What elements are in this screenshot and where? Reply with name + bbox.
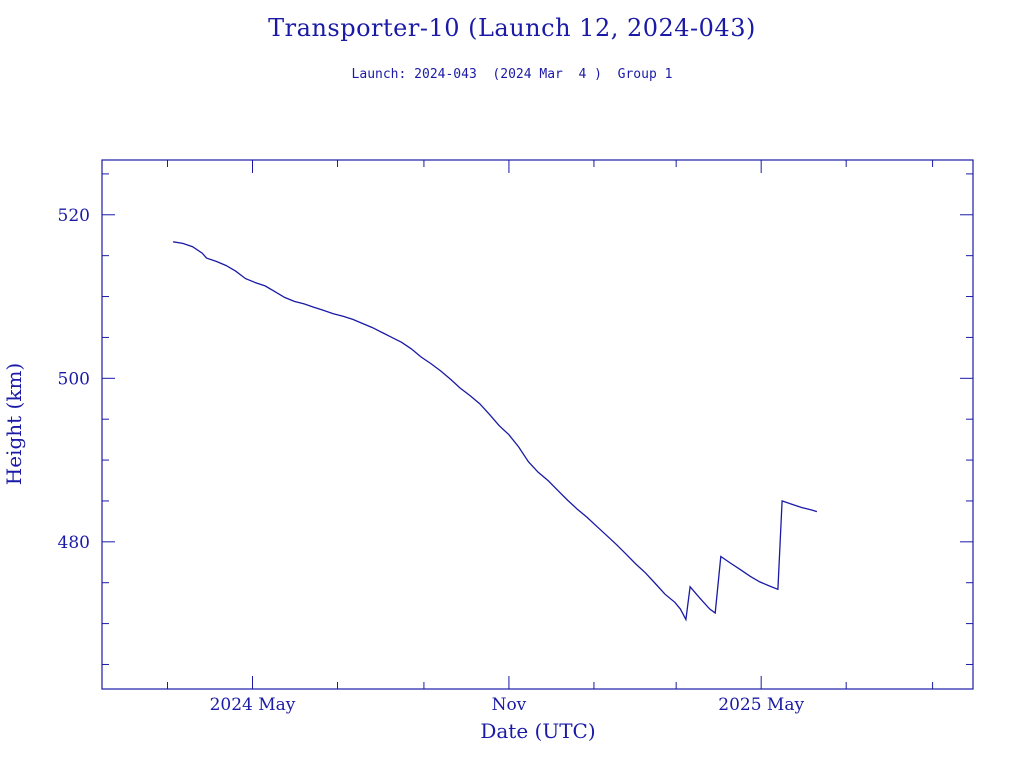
chart-subtitle: Launch: 2024-043 (2024 Mar 4 ) Group 1 — [351, 67, 673, 82]
y-axis-label: Height (km) — [2, 363, 26, 485]
y-tick-label: 480 — [58, 533, 90, 553]
axis-tick-labels: 480 500 520 2024 May Nov 2025 May — [58, 206, 805, 715]
chart-title: Transporter-10 (Launch 12, 2024-043) — [268, 14, 756, 42]
axis-ticks — [102, 160, 973, 689]
x-tick-label: 2025 May — [718, 695, 804, 715]
x-axis-label: Date (UTC) — [480, 719, 595, 743]
plot-frame — [101, 159, 974, 690]
x-tick-label: 2024 May — [210, 695, 296, 715]
y-tick-label: 500 — [58, 369, 90, 389]
series-line-0 — [172, 241, 818, 622]
series-lines — [172, 241, 818, 622]
x-tick-label: Nov — [492, 695, 527, 715]
y-tick-label: 520 — [58, 206, 90, 226]
